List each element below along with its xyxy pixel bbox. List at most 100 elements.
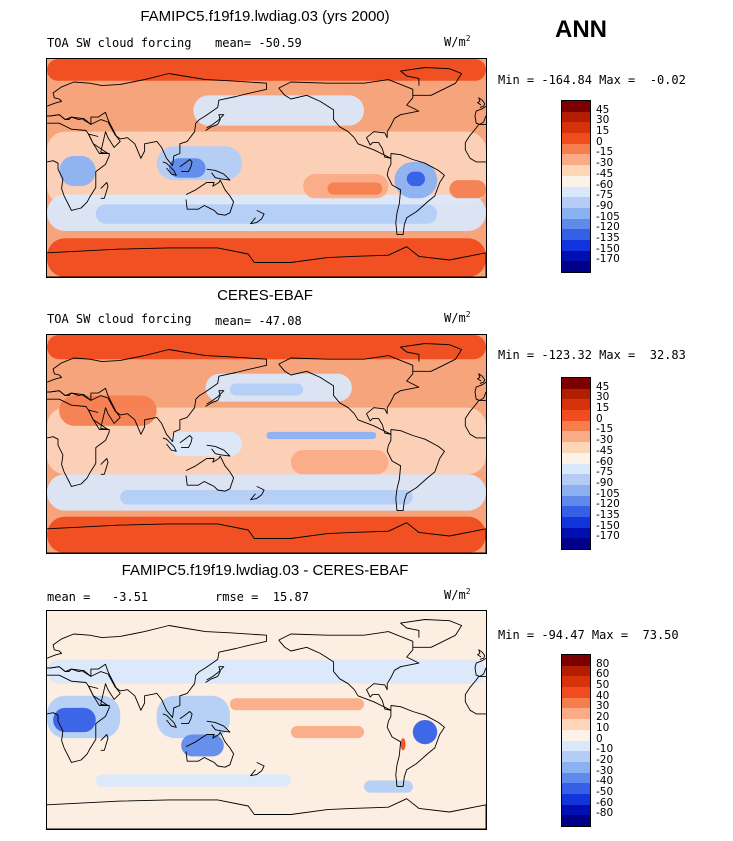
- coastline-japan: [205, 114, 225, 131]
- colorbar-tick-label: 0: [596, 732, 603, 745]
- panel1-units-text: W/m: [444, 35, 466, 49]
- panel1-left-label: TOA SW cloud forcing: [47, 36, 192, 50]
- colorbar-tick-label: -15: [596, 146, 614, 159]
- field-region: [449, 180, 486, 199]
- coastline-sumatra: [162, 161, 177, 176]
- coastline-europeW: [474, 381, 486, 401]
- colorbar-tick-label: 45: [596, 103, 610, 116]
- coastline-japan: [205, 390, 225, 407]
- colorbar-swatch: [562, 261, 590, 272]
- panel2-units: W/m2: [444, 310, 471, 325]
- panel1-field: [47, 59, 486, 277]
- colorbar-swatch: [562, 239, 590, 251]
- coastline-borneo: [179, 159, 193, 173]
- colorbar-swatch: [562, 729, 590, 741]
- coastline-newguinea: [206, 168, 231, 181]
- field-region: [229, 383, 304, 396]
- coastline-africaW: [464, 399, 486, 439]
- panel3-units: W/m2: [444, 587, 471, 602]
- coastline-nz: [250, 761, 265, 777]
- colorbar-swatch: [562, 431, 590, 443]
- coastlines: [47, 343, 486, 553]
- coastline-madagascar: [100, 182, 109, 199]
- colorbar-tick-label: -20: [596, 753, 614, 766]
- colorbar-swatch: [562, 388, 590, 400]
- colorbar-swatch: [562, 676, 590, 688]
- field-region: [168, 431, 243, 457]
- colorbar-swatch: [562, 793, 590, 805]
- panel1-title: FAMIPC5.f19f19.lwdiag.03 (yrs 2000): [140, 8, 390, 25]
- colorbar-tick-label: -30: [596, 434, 614, 447]
- panel3-map: [46, 610, 487, 830]
- coastline-europeE: [47, 111, 121, 154]
- colorbar-tick-label: -135: [596, 508, 620, 521]
- panel1-minmax: Min = -164.84 Max = -0.02: [498, 73, 686, 87]
- coastline-africaW: [464, 675, 486, 715]
- colorbar-tick-label: 15: [596, 402, 610, 415]
- panel1-mean: mean= -50.59: [215, 36, 302, 50]
- colorbar-swatch: [562, 740, 590, 752]
- field-region: [47, 516, 486, 553]
- coastline-greenland: [400, 67, 463, 96]
- colorbar-tick-label: -45: [596, 444, 614, 457]
- colorbar-tick-label: 30: [596, 700, 610, 713]
- colorbar-tick-label: -45: [596, 167, 614, 180]
- coastline-samerica: [386, 705, 445, 788]
- colorbar-swatch: [562, 420, 590, 432]
- colorbar-tick-label: 20: [596, 711, 610, 724]
- colorbar-tick-label: -135: [596, 231, 620, 244]
- field-region: [156, 695, 230, 739]
- field-region: [406, 171, 426, 187]
- panel1-units: W/m2: [444, 34, 471, 49]
- colorbar-swatch: [562, 719, 590, 730]
- colorbar-swatch: [562, 133, 590, 144]
- coastline-nz: [250, 209, 265, 225]
- colorbar-tick-label: -60: [596, 455, 614, 468]
- colorbar-swatch: [562, 761, 590, 773]
- colorbar-swatch: [562, 655, 590, 666]
- coastline-borneo: [179, 711, 193, 725]
- colorbar-swatch: [562, 229, 590, 240]
- colorbar-swatch: [562, 175, 590, 187]
- panel3-title: FAMIPC5.f19f19.lwdiag.03 - CERES-EBAF: [121, 562, 409, 579]
- coastline-europeW: [474, 657, 486, 677]
- coastline-eurasia: [47, 349, 267, 443]
- coastline-madagascar: [100, 734, 109, 751]
- panel1-colorbar: [561, 100, 591, 273]
- colorbar-swatch: [562, 687, 590, 698]
- colorbar-swatch: [562, 111, 590, 123]
- colorbar-swatch: [562, 665, 590, 677]
- panel2-mean: mean= -47.08: [215, 314, 302, 328]
- colorbar-swatch: [562, 250, 590, 262]
- colorbar-tick-label: -10: [596, 743, 614, 756]
- panel3-units-exp: 2: [465, 587, 471, 596]
- panel2-title: CERES-EBAF: [217, 287, 313, 304]
- field-region: [47, 335, 486, 360]
- colorbar-swatch: [562, 538, 590, 549]
- colorbar-swatch: [562, 516, 590, 528]
- colorbar-tick-label: -50: [596, 785, 614, 798]
- colorbar-tick-label: -30: [596, 157, 614, 170]
- colorbar-swatch: [562, 783, 590, 794]
- coastline-europeE: [47, 387, 121, 430]
- colorbar-tick-label: -80: [596, 807, 614, 820]
- field-region: [47, 59, 486, 81]
- colorbar-swatch: [562, 218, 590, 230]
- panel3-units-text: W/m: [444, 588, 466, 602]
- colorbar-swatch: [562, 410, 590, 421]
- colorbar-tick-label: 30: [596, 391, 610, 404]
- field-region: [412, 720, 438, 745]
- colorbar-tick-label: -75: [596, 466, 614, 479]
- panel2-map: [46, 334, 487, 554]
- colorbar-tick-label: -105: [596, 210, 620, 223]
- coastline-antarctica: [47, 522, 486, 553]
- colorbar-swatch: [562, 463, 590, 475]
- colorbar-tick-label: 15: [596, 125, 610, 138]
- colorbar-tick-label: -60: [596, 178, 614, 191]
- coastline-uk: [477, 97, 486, 108]
- colorbar-swatch: [562, 697, 590, 709]
- coastline-borneo: [179, 435, 193, 449]
- colorbar-tick-label: 10: [596, 721, 610, 734]
- colorbar-swatch: [562, 751, 590, 762]
- colorbar-tick-label: -120: [596, 498, 620, 511]
